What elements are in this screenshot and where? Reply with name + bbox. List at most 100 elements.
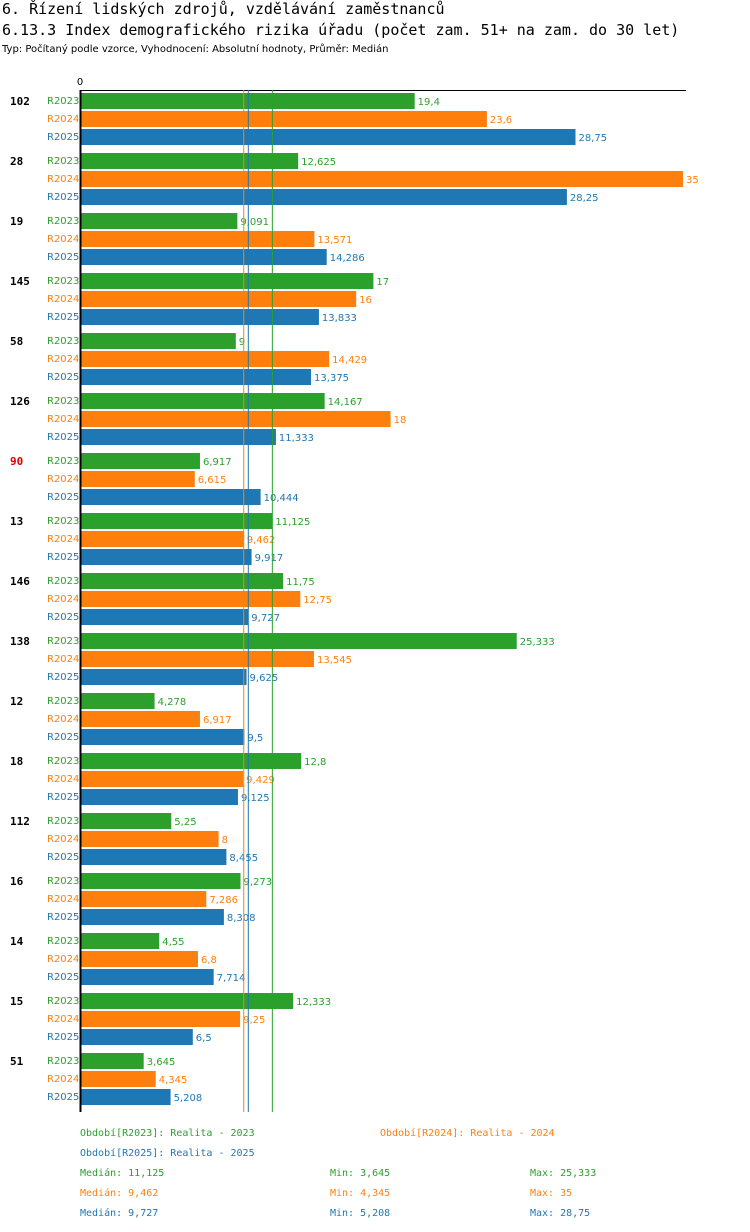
value-label: 8: [222, 835, 228, 846]
bar: [81, 849, 227, 865]
bar: [81, 951, 198, 967]
stat-min-r2025: Min: 5,208: [330, 1208, 391, 1219]
bar: [81, 591, 301, 607]
value-label: 6,615: [198, 475, 227, 486]
value-label: 6,8: [201, 955, 217, 966]
series-label: R2023: [47, 576, 79, 587]
series-label: R2023: [47, 156, 79, 167]
category-label: 145: [10, 275, 30, 288]
value-label: 13,375: [314, 373, 349, 384]
bar: [81, 111, 487, 127]
bar: [81, 1071, 156, 1087]
value-label: 9,462: [247, 535, 276, 546]
bar: [81, 789, 238, 805]
series-label: R2025: [47, 492, 79, 503]
value-label: 7,714: [217, 973, 246, 984]
category-label: 16: [10, 875, 24, 888]
bar: [81, 969, 214, 985]
series-label: R2023: [47, 516, 79, 527]
value-label: 3,645: [147, 1057, 176, 1068]
series-label: R2025: [47, 1092, 79, 1103]
value-label: 12,625: [301, 157, 336, 168]
category-label: 90: [10, 455, 23, 468]
bar: [81, 531, 244, 547]
bar: [81, 369, 312, 385]
value-label: 23,6: [490, 115, 512, 126]
value-label: 11,333: [279, 433, 314, 444]
value-label: 28,25: [570, 193, 599, 204]
bar: [81, 993, 294, 1009]
category-label: 51: [10, 1055, 24, 1068]
value-label: 9,625: [250, 673, 279, 684]
value-label: 11,75: [286, 577, 315, 588]
series-label: R2024: [47, 654, 79, 665]
value-label: 9,429: [246, 775, 275, 786]
bar: [81, 891, 207, 907]
value-label: 8,308: [227, 913, 256, 924]
category-label: 15: [10, 995, 23, 1008]
legend-r2023: Období[R2023]: Realita - 2023: [80, 1128, 255, 1139]
bar: [81, 909, 224, 925]
stat-median-r2023: Medián: 11,125: [80, 1168, 165, 1179]
bar: [81, 771, 244, 787]
value-label: 4,278: [158, 697, 187, 708]
bar: [81, 669, 247, 685]
bar: [81, 831, 219, 847]
bar: [81, 231, 315, 247]
value-label: 9,273: [243, 877, 272, 888]
series-label: R2025: [47, 432, 79, 443]
bar: [81, 711, 200, 727]
series-label: R2024: [47, 774, 79, 785]
legend-r2024: Období[R2024]: Realita - 2024: [380, 1128, 555, 1139]
value-label: 14,167: [328, 397, 363, 408]
bar: [81, 291, 357, 307]
chart-meta: Typ: Počítaný podle vzorce, Vyhodnocení:…: [2, 44, 389, 55]
bar: [81, 813, 172, 829]
value-label: 18: [394, 415, 407, 426]
bar: [81, 429, 276, 445]
series-label: R2024: [47, 834, 79, 845]
value-label: 4,55: [162, 937, 184, 948]
series-label: R2023: [47, 336, 79, 347]
value-label: 6,5: [196, 1033, 212, 1044]
category-label: 14: [10, 935, 24, 948]
bar: [81, 609, 249, 625]
series-label: R2025: [47, 312, 79, 323]
value-label: 12,333: [296, 997, 331, 1008]
value-label: 6,917: [203, 457, 232, 468]
series-label: R2024: [47, 414, 79, 425]
series-label: R2023: [47, 936, 79, 947]
value-label: 9: [239, 337, 245, 348]
series-label: R2025: [47, 1032, 79, 1043]
series-label: R2023: [47, 996, 79, 1007]
bar: [81, 633, 517, 649]
value-label: 13,833: [322, 313, 357, 324]
legend-r2025: Období[R2025]: Realita - 2025: [80, 1148, 255, 1159]
series-label: R2023: [47, 816, 79, 827]
series-label: R2024: [47, 954, 79, 965]
series-label: R2025: [47, 672, 79, 683]
series-label: R2024: [47, 534, 79, 545]
value-label: 4,345: [159, 1075, 188, 1086]
series-label: R2024: [47, 594, 79, 605]
value-label: 9,5: [247, 733, 263, 744]
category-label: 12: [10, 695, 23, 708]
bar: [81, 873, 241, 889]
series-label: R2024: [47, 1074, 79, 1085]
axis-zero-label: 0: [77, 77, 83, 88]
series-label: R2025: [47, 912, 79, 923]
bar: [81, 1053, 144, 1069]
bar: [81, 153, 299, 169]
category-label: 146: [10, 575, 30, 588]
bar: [81, 213, 238, 229]
stat-max-r2023: Max: 25,333: [530, 1168, 597, 1179]
series-label: R2025: [47, 132, 79, 143]
category-label: 138: [10, 635, 30, 648]
bar: [81, 549, 252, 565]
series-label: R2023: [47, 96, 79, 107]
bar: [81, 933, 160, 949]
category-label: 112: [10, 815, 30, 828]
value-label: 12,8: [304, 757, 326, 768]
stat-min-r2024: Min: 4,345: [330, 1188, 391, 1199]
